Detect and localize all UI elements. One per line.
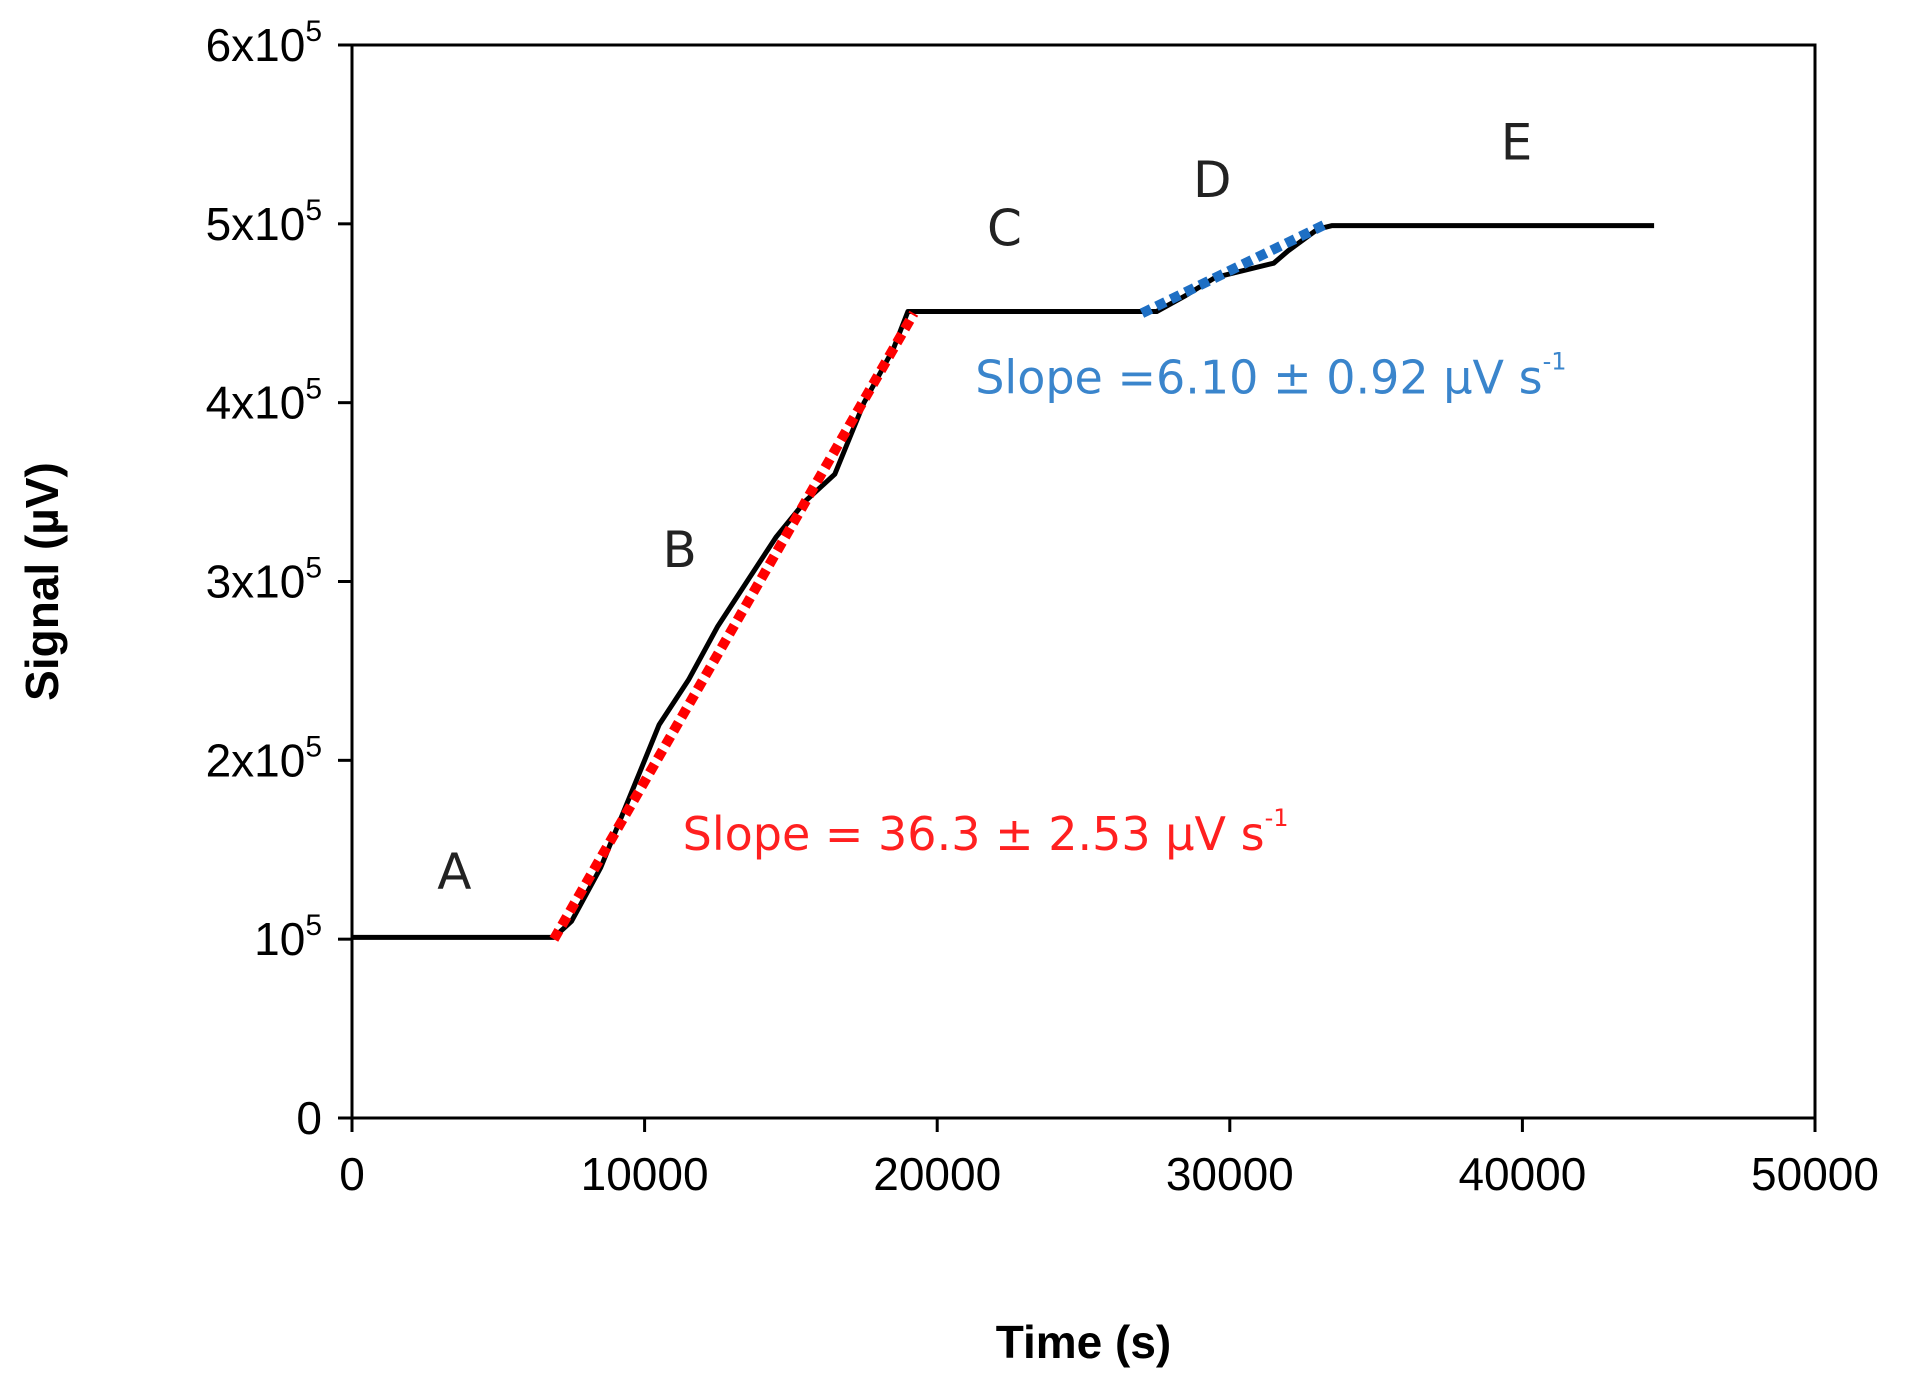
y-tick-exponent: 5 xyxy=(305,194,322,227)
y-tick-exponent: 5 xyxy=(305,15,322,48)
y-tick-label: 5x105 xyxy=(206,194,322,250)
y-tick-label: 105 xyxy=(254,909,322,965)
x-tick-label: 10000 xyxy=(581,1148,709,1200)
segment-label: A xyxy=(437,843,471,901)
slope-label-exponent: -1 xyxy=(1265,804,1289,832)
y-tick-label: 0 xyxy=(296,1092,322,1144)
x-tick-label: 40000 xyxy=(1458,1148,1586,1200)
y-tick-label: 2x105 xyxy=(206,730,322,786)
y-tick-base: 10 xyxy=(254,913,305,965)
plot-frame xyxy=(350,43,1817,1120)
y-tick-exponent: 5 xyxy=(305,373,322,406)
segment-label: B xyxy=(663,521,697,579)
x-tick-label: 0 xyxy=(339,1148,365,1200)
fit-line-red xyxy=(549,310,919,942)
y-axis-title: Signal (µV) xyxy=(16,462,68,701)
x-tick-label: 30000 xyxy=(1166,1148,1294,1200)
x-axis-title: Time (s) xyxy=(996,1316,1172,1368)
segment-label: D xyxy=(1193,151,1232,209)
slope-label: Slope =6.10 ± 0.92 µV s-1 xyxy=(975,348,1566,405)
y-tick-exponent: 5 xyxy=(305,552,322,585)
y-tick-exponent: 5 xyxy=(305,909,322,942)
y-tick-label: 3x105 xyxy=(206,552,322,608)
y-tick-label: 6x105 xyxy=(206,15,322,71)
slope-label-exponent: -1 xyxy=(1543,348,1567,376)
slope-label-text: Slope = 36.3 ± 2.53 µV s xyxy=(683,807,1265,861)
slope-label: Slope = 36.3 ± 2.53 µV s-1 xyxy=(683,804,1289,861)
series-layer xyxy=(352,219,1655,942)
y-tick-base: 2x10 xyxy=(206,734,306,786)
x-axis-ticks: 0 10000 20000 30000 40000 50000 xyxy=(339,1118,1879,1200)
y-tick-label: 4x105 xyxy=(206,373,322,429)
fit-line-blue xyxy=(1139,219,1329,318)
y-tick-base: 4x10 xyxy=(206,377,306,429)
y-tick-base: 0 xyxy=(296,1092,322,1144)
segment-label: E xyxy=(1501,113,1533,171)
y-tick-base: 5x10 xyxy=(206,198,306,250)
y-tick-exponent: 5 xyxy=(305,730,322,763)
segment-label: C xyxy=(987,199,1022,257)
y-tick-base: 3x10 xyxy=(206,556,306,608)
x-tick-label: 20000 xyxy=(873,1148,1001,1200)
slope-label-text: Slope =6.10 ± 0.92 µV s xyxy=(975,351,1542,405)
y-tick-base: 6x10 xyxy=(206,19,306,71)
x-tick-label: 50000 xyxy=(1751,1148,1879,1200)
